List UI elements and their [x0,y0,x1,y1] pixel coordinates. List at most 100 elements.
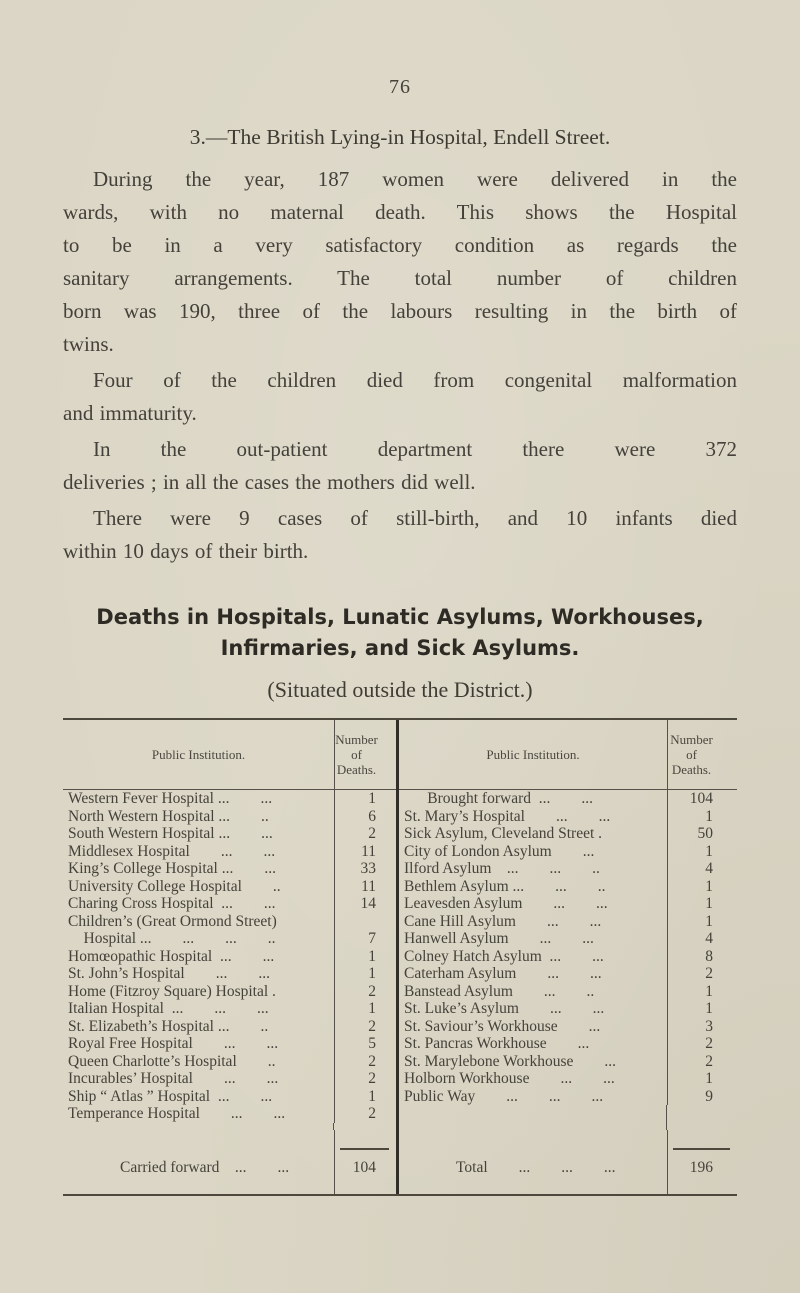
carried-forward-value: 104 [334,1148,396,1194]
section-heading: 3.—The British Lying-in Hospital, Endell… [189,125,611,149]
paragraph-line: In the out-patient department there were… [93,437,737,461]
row-deaths: 7 [334,930,396,948]
col-header-institution: Public Institution. [486,747,580,762]
table-row: Sick Asylum, Cleveland Street . 50 [399,825,737,843]
row-deaths: 2 [334,1017,396,1035]
row-deaths: 1 [667,895,737,913]
table-row: Cane Hill Asylum ... ... 1 [399,912,737,930]
table-row: King’s College Hospital ... ... 33 [63,860,396,878]
row-deaths: 2 [334,1070,396,1088]
table-row: Caterham Asylum ... ... 2 [399,965,737,983]
row-institution: Homœopathic Hospital ... ... [68,947,275,965]
row-institution: Sick Asylum, Cleveland Street . [404,825,603,842]
row-deaths: 11 [334,877,396,895]
table-gap-row [399,1130,737,1148]
table-right-half: Public Institution. Number of Deaths. Br… [396,720,737,1194]
row-institution: Temperance Hospital ... ... [68,1105,286,1122]
paragraph-line: twins. [63,332,114,356]
row-institution: South Western Hospital ... ... [68,825,273,842]
table-row: Public Way ... ... ... 9 [399,1087,737,1105]
table-row: South Western Hospital ... ... 2 [63,825,396,843]
carried-forward-label: Carried forward ... ... [120,1159,290,1176]
table-row: Homœopathic Hospital ... ... 1 [63,947,396,965]
paragraph: There were 9 cases of still-birth, and 1… [63,502,737,568]
row-deaths: 2 [334,825,396,843]
table-row: Hospital ... ... ... .. 7 [63,930,396,948]
row-deaths: 1 [667,982,737,1000]
table-row: Italian Hospital ... ... ... 1 [63,1000,396,1018]
row-deaths: 1 [334,790,396,808]
row-deaths: 1 [334,947,396,965]
paragraph-line: born was 190, three of the labours resul… [63,299,737,323]
row-deaths: 9 [667,1087,737,1105]
total-row: Total ... ... ... 196 [399,1148,737,1194]
table-row: Queen Charlotte’s Hospital .. 2 [63,1052,396,1070]
row-institution: Ship “ Atlas ” Hospital ... ... [68,1087,273,1105]
row-institution: Colney Hatch Asylum ... ... [404,947,604,965]
row-institution: Incurables’ Hospital ... ... [68,1070,279,1087]
paragraph-line: wards, with no maternal death. This show… [63,200,737,224]
row-institution: St. Elizabeth’s Hospital ... .. [68,1017,269,1035]
row-deaths: 2 [667,1052,737,1070]
row-institution: Leavesden Asylum ... ... [404,895,608,912]
table-body-left: Western Fever Hospital ... ... 1 North W… [63,790,396,1130]
row-institution: Royal Free Hospital ... ... [68,1035,279,1052]
paragraph-line: sanitary arrangements. The total number … [63,266,737,290]
table-row: St. Saviour’s Workhouse ... 3 [399,1017,737,1035]
deaths-heading-line-2: Infirmaries, and Sick Asylums. [220,636,580,660]
row-deaths: 1 [667,807,737,825]
row-deaths: 2 [334,982,396,1000]
table-row: St. Elizabeth’s Hospital ... .. 2 [63,1017,396,1035]
row-institution: Hanwell Asylum ... ... [404,930,594,947]
paragraph: In the out-patient department there were… [63,433,737,499]
table-row: St. Mary’s Hospital ... ... 1 [399,807,737,825]
table-header-left: Public Institution. Number of Deaths. [63,720,396,790]
deaths-section-heading: Deaths in Hospitals, Lunatic Asylums, Wo… [63,602,737,664]
table-row: Western Fever Hospital ... ... 1 [63,790,396,808]
row-deaths: 14 [334,895,396,913]
table-subtitle: (Situated outside the District.) [267,677,533,702]
table-row: Royal Free Hospital ... ... 5 [63,1035,396,1053]
carried-forward-row: Carried forward ... ... 104 [63,1148,396,1194]
row-institution: Bethlem Asylum ... ... .. [404,877,606,895]
row-institution: St. Saviour’s Workhouse ... [404,1017,601,1035]
page-number: 76 [389,76,411,98]
table-row: Middlesex Hospital ... ... 11 [63,842,396,860]
row-deaths: 8 [667,947,737,965]
paragraph-line: Four of the children died from congenita… [93,368,737,392]
row-institution: St. Marylebone Workhouse ... [404,1052,616,1070]
scanned-report-page: 76 3.—The British Lying-in Hospital, End… [0,0,800,1196]
table-row: Home (Fitzroy Square) Hospital . 2 [63,982,396,1000]
row-institution: Charing Cross Hospital ... ... [68,895,276,912]
row-deaths: 1 [667,1070,737,1088]
row-deaths: 2 [334,1105,396,1123]
row-deaths: 4 [667,860,737,878]
row-deaths: 50 [667,825,737,843]
table-body-right: Brought forward ... ... 104 St. Mary’s H… [399,790,737,1130]
row-institution: Cane Hill Asylum ... ... [404,912,602,930]
row-institution: City of London Asylum ... [404,842,595,860]
table-row: Ship “ Atlas ” Hospital ... ... 1 [63,1087,396,1105]
table-row: St. Luke’s Asylum ... ... 1 [399,1000,737,1018]
table-row: City of London Asylum ... 1 [399,842,737,860]
table-row: Charing Cross Hospital ... ... 14 [63,895,396,913]
row-deaths: 6 [334,807,396,825]
row-institution: Western Fever Hospital ... ... [68,790,273,807]
body-text: During the year, 187 women were delivere… [63,163,737,568]
table-row: Children’s (Great Ormond Street) [63,912,396,930]
table-row: Holborn Workhouse ... ... 1 [399,1070,737,1088]
table-row: Bethlem Asylum ... ... .. 1 [399,877,737,895]
total-value: 196 [667,1148,737,1194]
row-institution: St. Mary’s Hospital ... ... [404,807,611,825]
table-row: St. Pancras Workhouse ... 2 [399,1035,737,1053]
col-header-deaths: Number of Deaths. [334,720,396,789]
table-row: University College Hospital .. 11 [63,877,396,895]
row-institution: Public Way ... ... ... [404,1087,604,1105]
table-row: St. John’s Hospital ... ... 1 [63,965,396,983]
table-row: Ilford Asylum ... ... .. 4 [399,860,737,878]
row-deaths: 11 [334,842,396,860]
col-header-institution: Public Institution. [151,747,246,762]
row-deaths: 1 [667,912,737,930]
row-institution: Banstead Asylum ... .. [404,982,595,1000]
table-left-half: Public Institution. Number of Deaths. We… [63,720,396,1194]
